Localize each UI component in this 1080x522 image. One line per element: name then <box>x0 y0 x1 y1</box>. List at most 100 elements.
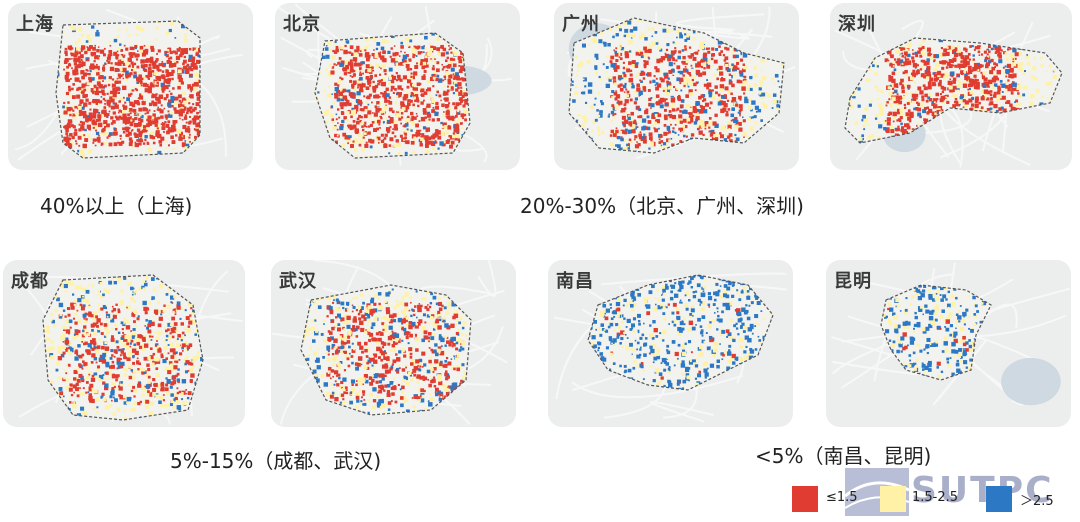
district-dot <box>970 135 973 138</box>
district-dot <box>63 136 68 142</box>
district-dot <box>793 29 797 33</box>
district-dot <box>1001 25 1004 28</box>
district-dot <box>564 83 567 86</box>
district-dot <box>761 102 765 105</box>
district-dot <box>73 54 77 58</box>
district-dot <box>785 14 788 17</box>
district-dot <box>994 47 998 51</box>
district-dot <box>484 132 486 134</box>
district-dot <box>460 58 465 62</box>
district-dot <box>995 129 1000 134</box>
district-dot <box>50 5 54 9</box>
district-dot <box>443 75 447 79</box>
district-dot <box>948 64 953 69</box>
district-dot <box>330 8 333 11</box>
district-dot <box>693 21 697 25</box>
district-dot <box>758 87 762 91</box>
district-dot <box>78 63 83 69</box>
district-dot <box>945 10 948 13</box>
district-dot <box>558 93 562 97</box>
district-dot <box>365 76 370 80</box>
district-dot <box>398 55 401 57</box>
district-dot <box>778 94 781 97</box>
district-dot <box>402 75 408 80</box>
district-dot <box>31 104 34 107</box>
district-dot <box>654 121 657 125</box>
district-dot <box>1022 150 1026 154</box>
district-dot <box>1015 134 1018 137</box>
district-dot <box>664 103 667 106</box>
district-dot <box>187 21 191 22</box>
district-dot <box>452 132 456 135</box>
district-dot <box>340 64 346 70</box>
district-dot <box>658 127 660 130</box>
district-dot <box>719 132 722 135</box>
district-dot <box>848 57 853 62</box>
district-dot <box>120 49 124 52</box>
district-dot <box>168 90 171 93</box>
district-dot <box>647 56 650 59</box>
district-dot <box>301 79 304 82</box>
district-dot <box>111 83 116 88</box>
district-dot <box>168 99 172 103</box>
district-dot <box>437 6 441 10</box>
district-dot <box>703 42 706 44</box>
district-dot <box>334 86 339 92</box>
district-dot <box>467 50 470 55</box>
district-dot <box>911 13 913 15</box>
district-dot <box>765 13 768 16</box>
district-dot <box>376 136 381 141</box>
district-dot <box>170 92 173 96</box>
district-dot <box>586 60 591 64</box>
district-dot <box>795 144 798 147</box>
district-dot <box>742 119 746 123</box>
district-dot <box>94 55 99 60</box>
district-dot <box>780 18 784 21</box>
district-dot <box>197 54 200 58</box>
district-dot <box>750 75 753 79</box>
district-dot <box>771 107 774 109</box>
district-dot <box>85 118 89 123</box>
district-dot <box>442 21 445 24</box>
district-dot <box>441 103 445 107</box>
district-dot <box>1054 166 1057 169</box>
district-dot <box>400 101 405 106</box>
district-dot <box>115 54 119 58</box>
district-dot <box>388 81 391 85</box>
district-dot <box>170 95 175 100</box>
district-dot <box>895 129 898 132</box>
district-dot <box>509 34 513 38</box>
district-dot <box>402 63 405 65</box>
district-dot <box>460 51 464 55</box>
district-dot <box>917 102 921 107</box>
district-dot <box>746 135 750 138</box>
district-dot <box>247 73 249 75</box>
district-dot <box>156 67 160 71</box>
district-dot <box>503 88 506 91</box>
district-dot <box>898 100 903 105</box>
district-dot <box>628 139 633 144</box>
district-dot <box>563 112 565 114</box>
district-dot <box>380 110 383 114</box>
district-dot <box>709 107 711 109</box>
district-dot <box>237 168 241 170</box>
district-dot <box>615 47 618 50</box>
district-dot <box>1017 51 1023 56</box>
district-dot <box>170 99 175 104</box>
district-dot <box>415 62 418 65</box>
district-dot <box>443 111 445 113</box>
district-dot <box>57 41 60 44</box>
district-dot <box>147 67 152 71</box>
district-dot <box>731 97 737 102</box>
district-dot <box>499 109 502 112</box>
district-dot <box>100 76 104 80</box>
district-dot <box>976 62 981 67</box>
district-dot <box>86 124 91 129</box>
district-dot <box>74 140 77 143</box>
district-dot <box>78 86 82 91</box>
district-dot <box>906 42 911 48</box>
district-dot <box>691 78 695 82</box>
district-dot <box>609 60 613 64</box>
district-dot <box>446 89 450 93</box>
district-dot <box>179 53 183 58</box>
